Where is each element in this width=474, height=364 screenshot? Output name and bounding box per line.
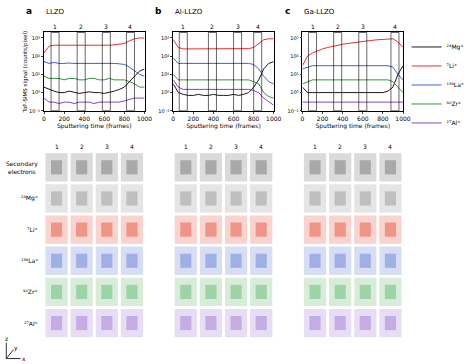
svg-text:¹³⁹La⁺: ¹³⁹La⁺	[21, 257, 38, 264]
svg-text:Sputtering time (frames): Sputtering time (frames)	[186, 122, 261, 130]
svg-text:800: 800	[377, 115, 389, 122]
svg-text:3: 3	[104, 23, 108, 30]
svg-text:0: 0	[42, 115, 46, 122]
svg-text:4: 4	[130, 143, 134, 150]
svg-text:²⁴Mg⁺: ²⁴Mg⁺	[447, 43, 464, 51]
svg-text:a: a	[26, 6, 32, 16]
svg-text:LLZO: LLZO	[46, 8, 65, 16]
svg-text:10²: 10²	[290, 53, 298, 59]
svg-text:⁷Li⁺: ⁷Li⁺	[27, 226, 38, 233]
svg-text:400: 400	[78, 115, 90, 122]
svg-text:400: 400	[337, 115, 349, 122]
svg-text:200: 200	[188, 115, 200, 122]
svg-text:2: 2	[336, 23, 340, 30]
svg-text:3: 3	[361, 23, 365, 30]
svg-text:2: 2	[210, 23, 214, 30]
svg-text:10³: 10³	[32, 35, 40, 41]
svg-text:²⁷Al⁺: ²⁷Al⁺	[24, 320, 38, 327]
svg-text:²⁷Al⁺: ²⁷Al⁺	[447, 119, 461, 126]
svg-text:400: 400	[208, 115, 220, 122]
svg-text:b: b	[155, 6, 162, 16]
svg-text:1: 1	[313, 143, 317, 150]
svg-text:3: 3	[234, 143, 238, 150]
svg-text:Secondaryelectrons: Secondaryelectrons	[6, 160, 38, 175]
svg-text:¹³⁹La⁺: ¹³⁹La⁺	[447, 81, 464, 88]
svg-text:800: 800	[248, 115, 260, 122]
svg-text:10¹: 10¹	[290, 71, 298, 77]
svg-text:800: 800	[119, 115, 131, 122]
svg-text:10⁰: 10⁰	[32, 89, 40, 95]
svg-text:200: 200	[317, 115, 329, 122]
svg-text:10⁻¹: 10⁻¹	[288, 108, 299, 114]
svg-text:1: 1	[181, 23, 185, 30]
svg-text:10⁻¹: 10⁻¹	[158, 108, 169, 114]
svg-text:²⁴Mg⁺: ²⁴Mg⁺	[21, 194, 38, 202]
svg-text:2: 2	[338, 143, 342, 150]
svg-text:10¹: 10¹	[161, 71, 169, 77]
svg-text:3: 3	[236, 23, 240, 30]
svg-text:10²: 10²	[32, 53, 40, 59]
svg-text:x: x	[22, 355, 26, 362]
svg-text:4: 4	[393, 23, 397, 30]
svg-text:2: 2	[209, 143, 213, 150]
svg-text:Al-LLZO: Al-LLZO	[175, 8, 203, 16]
svg-text:10³: 10³	[290, 35, 298, 41]
svg-text:4: 4	[388, 143, 392, 150]
svg-text:Sputtering time (frames): Sputtering time (frames)	[315, 122, 390, 130]
svg-text:10¹: 10¹	[32, 71, 40, 77]
svg-text:z: z	[5, 335, 8, 342]
svg-text:Sputtering time (frames): Sputtering time (frames)	[57, 122, 132, 130]
svg-text:0: 0	[301, 115, 305, 122]
svg-text:10⁻¹: 10⁻¹	[29, 108, 40, 114]
svg-text:3: 3	[363, 143, 367, 150]
svg-text:ToF-SIMS signal (counts/pixel): ToF-SIMS signal (counts/pixel)	[22, 31, 29, 114]
svg-text:⁷Li⁺: ⁷Li⁺	[447, 62, 458, 69]
svg-text:1000: 1000	[137, 115, 152, 122]
svg-text:0: 0	[171, 115, 175, 122]
svg-text:1: 1	[53, 23, 57, 30]
svg-text:1000: 1000	[395, 115, 410, 122]
svg-text:4: 4	[259, 143, 263, 150]
svg-text:1: 1	[55, 143, 59, 150]
svg-text:4: 4	[128, 23, 132, 30]
svg-text:1000: 1000	[266, 115, 281, 122]
svg-text:2: 2	[79, 23, 83, 30]
svg-text:3: 3	[105, 143, 109, 150]
svg-text:1: 1	[184, 143, 188, 150]
svg-text:600: 600	[228, 115, 240, 122]
svg-text:600: 600	[99, 115, 111, 122]
svg-text:10²: 10²	[161, 53, 169, 59]
svg-text:10⁰: 10⁰	[161, 89, 169, 95]
svg-text:4: 4	[256, 23, 260, 30]
svg-text:1: 1	[311, 23, 315, 30]
svg-text:200: 200	[58, 115, 70, 122]
svg-text:Ga-LLZO: Ga-LLZO	[304, 8, 335, 16]
svg-text:10³: 10³	[161, 35, 169, 41]
svg-text:600: 600	[357, 115, 369, 122]
svg-text:⁹⁰Zr⁺: ⁹⁰Zr⁺	[447, 100, 462, 107]
svg-text:10⁰: 10⁰	[290, 89, 298, 95]
svg-text:2: 2	[80, 143, 84, 150]
svg-text:c: c	[285, 6, 290, 16]
svg-text:⁹⁰Zr⁺: ⁹⁰Zr⁺	[23, 288, 38, 295]
svg-text:y: y	[14, 344, 18, 352]
